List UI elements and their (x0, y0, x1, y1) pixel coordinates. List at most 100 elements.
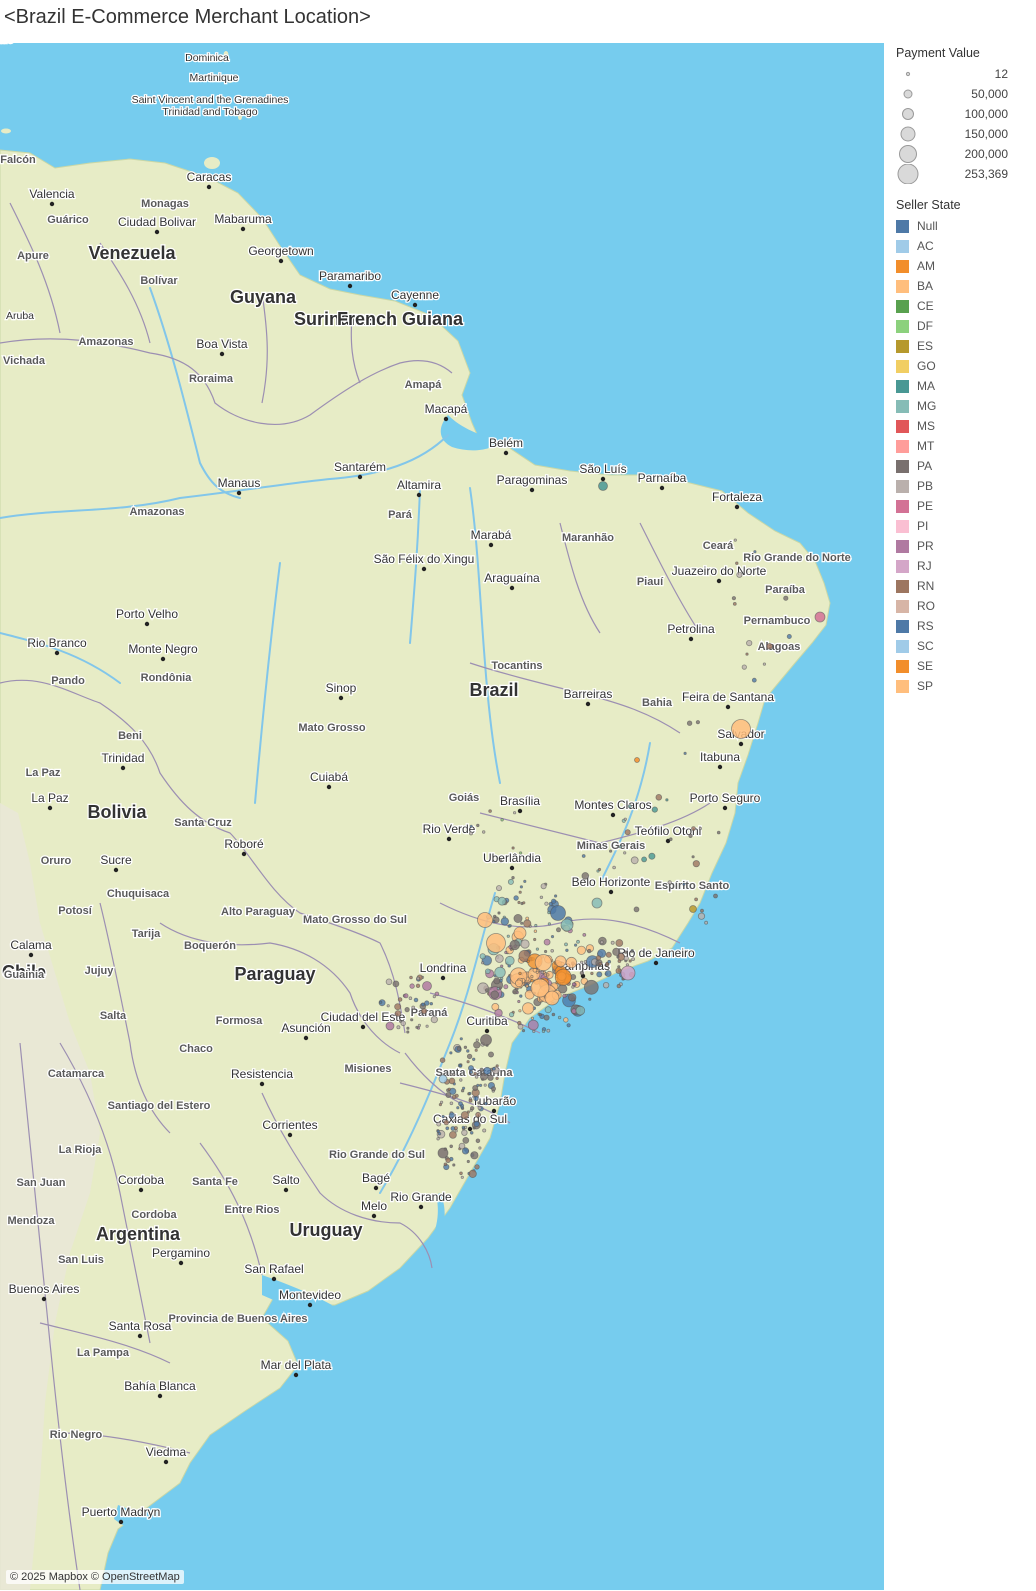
merchant-marker[interactable] (547, 922, 552, 926)
legend-state-item[interactable]: PB (896, 476, 1032, 496)
merchant-marker[interactable] (448, 1077, 456, 1085)
merchant-marker[interactable] (469, 824, 473, 828)
merchant-marker[interactable] (469, 1131, 474, 1135)
merchant-marker[interactable] (604, 970, 612, 977)
merchant-marker[interactable] (533, 929, 538, 933)
merchant-marker[interactable] (494, 1008, 503, 1018)
merchant-marker[interactable] (494, 966, 506, 979)
merchant-marker[interactable] (476, 823, 480, 828)
merchant-marker[interactable] (475, 1138, 481, 1144)
merchant-marker[interactable] (436, 1129, 440, 1133)
merchant-marker[interactable] (490, 990, 500, 999)
merchant-marker[interactable] (512, 988, 518, 995)
merchant-marker[interactable] (520, 939, 530, 949)
merchant-marker[interactable] (397, 997, 403, 1002)
merchant-marker[interactable] (686, 720, 693, 726)
merchant-marker[interactable] (508, 1011, 515, 1018)
merchant-marker[interactable] (443, 1119, 450, 1126)
merchant-marker[interactable] (511, 846, 515, 850)
merchant-marker[interactable] (540, 883, 547, 890)
merchant-marker[interactable] (425, 1024, 429, 1028)
merchant-marker[interactable] (579, 960, 584, 964)
merchant-marker[interactable] (492, 919, 496, 924)
merchant-marker[interactable] (472, 1126, 476, 1130)
merchant-marker[interactable] (550, 905, 566, 921)
merchant-marker[interactable] (490, 1086, 496, 1092)
merchant-marker[interactable] (466, 1049, 470, 1053)
merchant-marker[interactable] (437, 1147, 449, 1159)
merchant-marker[interactable] (736, 571, 743, 578)
merchant-marker[interactable] (588, 997, 592, 1001)
merchant-marker[interactable] (456, 1106, 460, 1110)
merchant-marker[interactable] (406, 1030, 410, 1034)
merchant-marker[interactable] (434, 991, 440, 997)
merchant-marker[interactable] (543, 949, 548, 954)
merchant-marker[interactable] (430, 1015, 438, 1024)
merchant-marker[interactable] (484, 988, 490, 993)
merchant-marker[interactable] (581, 854, 586, 858)
merchant-marker[interactable] (597, 867, 602, 872)
merchant-marker[interactable] (406, 1026, 410, 1030)
merchant-marker[interactable] (599, 940, 604, 945)
legend-state-item[interactable]: Null (896, 216, 1032, 236)
merchant-marker[interactable] (745, 652, 749, 656)
merchant-marker[interactable] (511, 876, 515, 880)
merchant-marker[interactable] (394, 1010, 402, 1017)
legend-state-item[interactable]: AC (896, 236, 1032, 256)
map-canvas[interactable]: Dominica Martinique Saint Vincent and the … (0, 43, 884, 1590)
legend-state-item[interactable]: RO (896, 596, 1032, 616)
merchant-marker[interactable] (473, 1071, 478, 1076)
merchant-marker[interactable] (554, 955, 567, 968)
merchant-marker[interactable] (526, 959, 530, 963)
merchant-marker[interactable] (458, 1101, 463, 1107)
merchant-marker[interactable] (564, 942, 568, 947)
merchant-marker[interactable] (422, 981, 432, 991)
merchant-marker[interactable] (515, 979, 523, 988)
merchant-marker[interactable] (462, 1137, 470, 1144)
legend-state-list[interactable]: Null AC AM BA CE DF ES GO MA MG MS MT PA PB PE PI PR RJ RN… (896, 216, 1032, 696)
merchant-marker[interactable] (488, 809, 492, 813)
merchant-marker[interactable] (379, 1000, 383, 1004)
merchant-marker[interactable] (751, 677, 757, 683)
merchant-marker[interactable] (732, 602, 737, 606)
merchant-marker[interactable] (733, 538, 737, 542)
legend-state-item[interactable]: BA (896, 276, 1032, 296)
merchant-marker[interactable] (410, 1018, 414, 1022)
merchant-marker[interactable] (449, 1087, 457, 1095)
merchant-marker[interactable] (458, 1142, 466, 1150)
merchant-marker[interactable] (497, 911, 501, 915)
merchant-marker[interactable] (692, 860, 700, 868)
merchant-marker[interactable] (495, 1064, 499, 1068)
merchant-marker[interactable] (557, 1015, 562, 1020)
merchant-marker[interactable] (753, 550, 757, 554)
merchant-marker[interactable] (630, 856, 639, 865)
merchant-marker[interactable] (487, 1051, 494, 1058)
merchant-marker[interactable] (746, 639, 753, 647)
merchant-marker[interactable] (513, 926, 527, 940)
merchant-marker[interactable] (460, 1111, 469, 1120)
merchant-marker[interactable] (535, 947, 540, 951)
merchant-marker[interactable] (409, 983, 415, 989)
merchant-marker[interactable] (415, 1025, 419, 1029)
merchant-marker[interactable] (453, 1118, 457, 1122)
merchant-marker[interactable] (385, 978, 393, 986)
merchant-marker[interactable] (404, 1006, 410, 1013)
merchant-marker[interactable] (451, 1094, 457, 1100)
merchant-marker[interactable] (731, 719, 751, 739)
merchant-marker[interactable] (741, 664, 747, 670)
merchant-marker[interactable] (394, 1003, 402, 1011)
merchant-marker[interactable] (477, 912, 493, 928)
merchant-marker[interactable] (445, 1157, 451, 1163)
merchant-marker[interactable] (544, 1006, 552, 1014)
merchant-marker[interactable] (595, 955, 602, 961)
merchant-marker[interactable] (436, 1137, 440, 1141)
merchant-marker[interactable] (602, 804, 607, 808)
merchant-marker[interactable] (497, 896, 507, 906)
merchant-marker[interactable] (482, 1128, 487, 1133)
merchant-marker[interactable] (396, 1025, 401, 1030)
merchant-marker[interactable] (486, 933, 506, 953)
merchant-marker[interactable] (691, 826, 696, 831)
merchant-marker[interactable] (623, 955, 629, 962)
merchant-marker[interactable] (504, 950, 508, 955)
merchant-marker[interactable] (563, 1017, 569, 1023)
